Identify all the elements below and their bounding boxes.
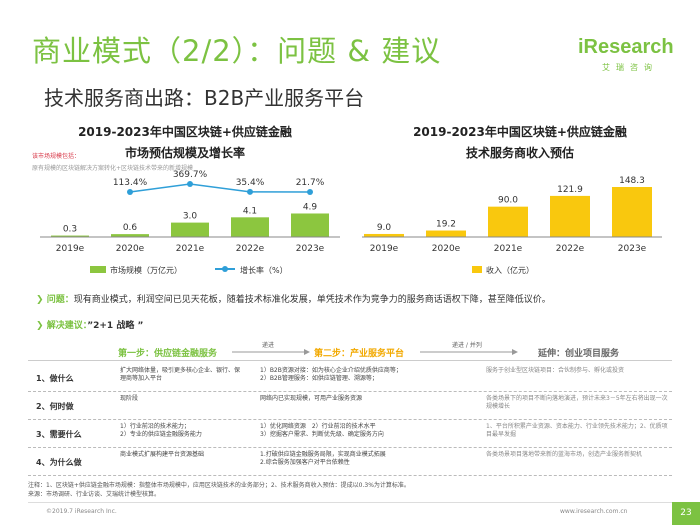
- copyright: ©2019.7 iResearch Inc.: [46, 508, 117, 515]
- right-bar-value: 90.0: [498, 196, 518, 206]
- right-x-tick: 2021e: [494, 244, 523, 254]
- cell-extension: 各类场景项目落地带来新的蓝海市场，创造产业服务新契机: [486, 451, 643, 458]
- right-bar: [550, 195, 590, 237]
- right-chart: 9.0 19.2 90.0 121.9 148.3 2019e 2020e 2021e 202…: [362, 176, 662, 275]
- cell-step1: 商业模式扩展构建平台资源基础: [120, 451, 205, 458]
- row-label: 2、何时做: [36, 402, 74, 411]
- solution-label: 解决建议：: [46, 321, 88, 331]
- cell-extension: 1、平台所积累产业资源、资本能力、行业领先技术能力；2、优质项目最早发掘: [486, 423, 668, 438]
- chevron-right-icon: ❯: [36, 321, 47, 331]
- left-bar-value: 0.3: [63, 225, 77, 235]
- left-legend-line-marker: [222, 266, 228, 272]
- left-bar: [171, 222, 209, 237]
- row-label: 3、需要什么: [36, 430, 82, 439]
- cell-step1: 1）行业前沿的技术能力； 2）专业的供应链金融服务能力: [120, 423, 202, 438]
- left-chart: 0.3 0.6 3.0 4.1 4.9 113.4% 369.7% 35.4% 21.7% 2…: [40, 170, 340, 275]
- solution-text: ”2+1 战略 ”: [87, 321, 144, 331]
- iresearch-logo: iResearch: [578, 36, 674, 58]
- cell-extension: 服务于创业型区块链项目：合伙制参与、孵化或投资: [486, 367, 625, 374]
- chevron-right-icon: ❯: [36, 295, 47, 305]
- footer-note2: 来源：市场调研、行业访谈、艾瑞统计模型核算。: [28, 491, 161, 498]
- cell-step1: 现阶段: [120, 395, 139, 402]
- left-growth-point: [247, 188, 253, 195]
- cell-step2: 1）优化网络资源 2）行业前沿的技术水平 3）挖掘客户需求、判断优先级、确定服务…: [260, 423, 384, 438]
- left-x-tick: 2021e: [176, 244, 205, 254]
- left-bar-value: 3.0: [183, 212, 198, 222]
- cell-step2: 网络内已实现规模，可用产业服务资源: [260, 395, 363, 402]
- left-chart-title-line1: 2019-2023年中国区块链+供应链金融: [78, 125, 292, 139]
- arrow-right-icon: [420, 349, 518, 355]
- left-x-tick: 2022e: [236, 244, 265, 254]
- left-x-tick: 2023e: [296, 244, 325, 254]
- problem-line: ❯ 问题：现有商业模式，利润空间已见天花板，随着技术标准化发展，单凭技术作为竞争…: [36, 292, 551, 305]
- table-row: 2、何时做 现阶段 网络内已实现规模，可用产业服务资源 各类场景下的项目不断向落地演进…: [28, 392, 672, 420]
- logo-subtext: 艾瑞咨询: [602, 63, 658, 72]
- left-growth-label: 369.7%: [173, 170, 208, 180]
- left-legend-bar-label: 市场规模（万亿元）: [110, 265, 182, 275]
- right-bar-value: 148.3: [619, 176, 645, 186]
- problem-label: 问题：: [46, 295, 74, 305]
- right-x-tick: 2022e: [556, 244, 585, 254]
- right-bar: [364, 233, 404, 237]
- page-title: 商业模式（2/2）：问题 & 建议: [32, 34, 442, 68]
- left-growth-point: [127, 188, 133, 195]
- arrow1-label: 递进: [262, 342, 275, 349]
- left-legend-line-label: 增长率（%）: [240, 265, 288, 275]
- table-row: 1、做什么 扩大网络体量，吸引更多核心企业、银行、保理商等加入平台 1）B2B资源对…: [28, 364, 672, 392]
- arrow2-label: 递进 / 并列: [452, 342, 482, 349]
- left-growth-label: 35.4%: [236, 178, 265, 188]
- right-chart-title-line2: 技术服务商收入预估: [465, 146, 574, 160]
- right-legend-label: 收入（亿元）: [486, 265, 534, 275]
- left-chart-note2: 原有规模的区块链解决方案转化+区块链技术带来的新增规模: [32, 165, 194, 172]
- right-bar: [426, 230, 466, 237]
- footer-note1: 注释：1、区块链+供应链金融市场规模：指整体市场规模中，应用区块链技术的业务部分…: [28, 482, 410, 489]
- left-bar: [111, 234, 149, 237]
- row-label: 1、做什么: [36, 374, 74, 383]
- left-bar: [291, 213, 329, 237]
- right-chart-title-line1: 2019-2023年中国区块链+供应链金融: [413, 125, 627, 139]
- left-legend-bar-swatch: [90, 266, 106, 273]
- left-bar: [231, 217, 269, 237]
- step3-label: 延伸：创业项目服务: [538, 349, 620, 359]
- left-x-tick: 2019e: [56, 244, 85, 254]
- left-growth-point: [187, 181, 193, 187]
- footer-divider: [28, 502, 672, 503]
- right-bar-value: 9.0: [377, 223, 392, 233]
- cell-extension: 各类场景下的项目不断向落地演进，预计未来3－5年左右将出现一次规模增长: [486, 395, 668, 410]
- left-growth-point: [307, 189, 313, 195]
- table-divider: [28, 360, 672, 361]
- right-x-tick: 2020e: [432, 244, 461, 254]
- cell-step1: 扩大网络体量，吸引更多核心企业、银行、保理商等加入平台: [120, 367, 241, 382]
- left-chart-note1: 该市场规模包括：: [32, 153, 81, 160]
- step1-label: 第一步：供应链金融服务: [118, 349, 218, 359]
- left-bar-value: 4.9: [303, 202, 318, 212]
- right-bar: [488, 206, 528, 237]
- left-bar-value: 0.6: [123, 223, 138, 233]
- left-growth-label: 21.7%: [296, 178, 325, 188]
- right-bar: [612, 187, 652, 237]
- page-number: 23: [672, 502, 700, 525]
- left-chart-title-line2: 市场预估规模及增长率: [124, 146, 245, 160]
- left-bar: [51, 235, 89, 237]
- row-label: 4、为什么做: [36, 458, 82, 467]
- problem-text: 现有商业模式，利润空间已见天花板，随着技术标准化发展，单凭技术作为竞争力的服务商…: [73, 295, 551, 305]
- website-link[interactable]: www.iresearch.com.cn: [560, 508, 628, 515]
- cell-step2: 1）B2B资源对接：如为核心企业介绍优质供应商等； 2）B2B管理服务：如供应链…: [260, 367, 402, 382]
- right-bar-value: 19.2: [436, 220, 456, 230]
- left-growth-line: [129, 183, 311, 193]
- left-growth-label: 113.4%: [113, 178, 148, 188]
- arrow-right-icon: [232, 349, 310, 355]
- step2-label: 第二步：产业服务平台: [314, 349, 405, 359]
- left-bar-value: 4.1: [243, 206, 257, 216]
- table-row: 3、需要什么 1）行业前沿的技术能力； 2）专业的供应链金融服务能力 1）优化网络资…: [28, 420, 672, 448]
- right-legend-swatch: [472, 266, 482, 273]
- cell-step2: 1.打破供应链金融服务局限，实现商业模式拓展 2.综合服务加强客户对平台依赖性: [260, 451, 386, 466]
- page-subtitle: 技术服务商出路：B2B产业服务平台: [44, 86, 365, 110]
- right-x-tick: 2023e: [618, 244, 647, 254]
- table-row: 4、为什么做 商业模式扩展构建平台资源基础 1.打破供应链金融服务局限，实现商业模式…: [28, 448, 672, 476]
- solution-line: ❯ 解决建议：”2+1 战略 ”: [36, 318, 143, 331]
- right-x-tick: 2019e: [370, 244, 399, 254]
- right-bar-value: 121.9: [557, 185, 583, 195]
- left-x-tick: 2020e: [116, 244, 145, 254]
